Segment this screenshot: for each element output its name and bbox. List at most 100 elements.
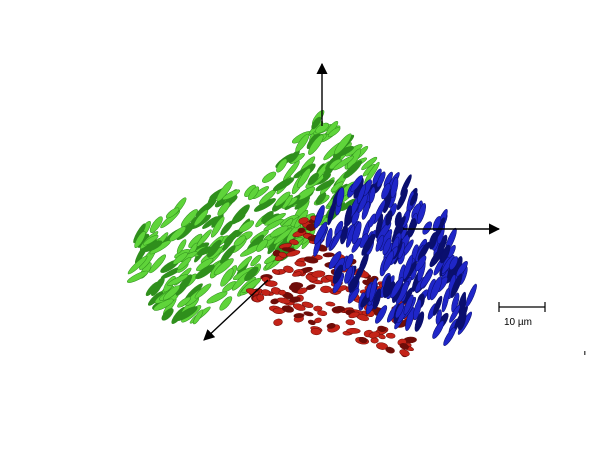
- speck: [584, 351, 586, 355]
- blue-cell: [390, 177, 399, 198]
- blue-cell: [368, 186, 376, 204]
- red-cell: [256, 293, 265, 302]
- blue-cell: [416, 203, 426, 225]
- green-cell: [175, 306, 198, 321]
- green-cell: [262, 171, 277, 183]
- blue-cell: [405, 307, 415, 331]
- green-cell: [194, 283, 212, 299]
- blue-cell: [373, 199, 386, 224]
- green-cell: [161, 308, 174, 321]
- green-cell: [333, 155, 354, 171]
- red-cell: [370, 337, 379, 344]
- blue-cell: [344, 266, 353, 284]
- green-cell: [241, 277, 262, 293]
- blue-cell: [432, 320, 445, 339]
- blue-cell: [396, 188, 408, 211]
- green-cell: [343, 160, 362, 179]
- red-cell: [348, 311, 360, 319]
- red-cell: [385, 346, 395, 354]
- blue-cell: [376, 171, 386, 188]
- blue-cell: [414, 311, 425, 332]
- red-cell: [307, 319, 316, 326]
- green-cell: [244, 266, 259, 282]
- blue-cell: [330, 229, 343, 250]
- red-cell: [385, 332, 396, 339]
- red-cell: [326, 323, 336, 329]
- green-cell: [295, 133, 310, 153]
- blue-cell: [440, 244, 451, 263]
- green-cell: [297, 168, 311, 188]
- arrow-down-left-icon: [203, 279, 269, 341]
- blue-cell: [449, 256, 459, 270]
- green-cell: [149, 254, 167, 274]
- green-cell: [216, 180, 233, 202]
- blue-cell: [347, 288, 360, 304]
- coordinate-axes: [203, 62, 501, 341]
- green-cell: [193, 209, 209, 227]
- red-cell: [260, 289, 271, 296]
- blue-cell: [432, 295, 443, 316]
- blue-cell: [375, 234, 385, 252]
- blue-cell: [402, 254, 414, 280]
- red-cell: [301, 301, 314, 308]
- green-cell: [327, 127, 341, 138]
- blue-cell: [456, 261, 468, 277]
- green-cell: [177, 257, 192, 271]
- blue-cell: [375, 213, 384, 239]
- blue-cell: [314, 205, 325, 229]
- blue-cell: [430, 276, 443, 301]
- green-cell: [142, 234, 159, 246]
- green-cell: [219, 296, 233, 311]
- green-cell: [238, 220, 255, 233]
- red-cell: [278, 289, 286, 296]
- blue-cell: [382, 237, 392, 256]
- blue-cell: [403, 294, 414, 315]
- green-cell: [236, 256, 253, 271]
- red-cell: [288, 284, 297, 291]
- red-cell: [281, 305, 294, 313]
- green-cell: [256, 238, 269, 252]
- green-cell: [233, 235, 246, 247]
- red-cell: [325, 301, 336, 307]
- red-cell: [320, 285, 332, 294]
- green-cell: [175, 274, 193, 296]
- green-cell: [192, 309, 204, 325]
- green-cell: [127, 255, 148, 275]
- red-cell: [377, 325, 387, 333]
- green-cell: [143, 240, 163, 252]
- green-cell: [315, 192, 327, 205]
- blue-cell: [383, 250, 394, 272]
- green-cell: [177, 296, 191, 308]
- red-cell: [313, 305, 323, 312]
- green-cell: [269, 225, 289, 238]
- blue-cell: [313, 221, 328, 245]
- green-cell: [272, 177, 295, 192]
- green-cell: [308, 134, 324, 155]
- blue-cell: [356, 184, 366, 204]
- blue-cell: [428, 232, 438, 250]
- red-cell: [273, 318, 283, 326]
- blue-cell: [451, 292, 460, 313]
- red-cell: [331, 306, 345, 313]
- blue-cell: [369, 277, 378, 302]
- green-cell: [162, 285, 181, 301]
- green-cell: [274, 191, 291, 207]
- green-cell: [364, 161, 380, 185]
- blue-cell: [390, 276, 404, 299]
- blue-cell: [381, 183, 391, 200]
- red-cell: [305, 284, 316, 290]
- red-cell: [265, 280, 278, 287]
- red-cell: [368, 331, 380, 339]
- green-cell: [250, 254, 262, 267]
- scale-bar-label: 10 µm: [504, 317, 532, 328]
- red-cell: [271, 269, 281, 275]
- blue-cell: [419, 269, 434, 289]
- green-cell: [334, 133, 352, 155]
- blue-cell: [465, 283, 477, 308]
- green-cell: [261, 210, 274, 223]
- blue-cell: [413, 299, 422, 321]
- green-cell: [263, 218, 284, 232]
- green-cell: [180, 209, 198, 228]
- red-cell: [358, 337, 368, 344]
- red-cell: [293, 313, 305, 319]
